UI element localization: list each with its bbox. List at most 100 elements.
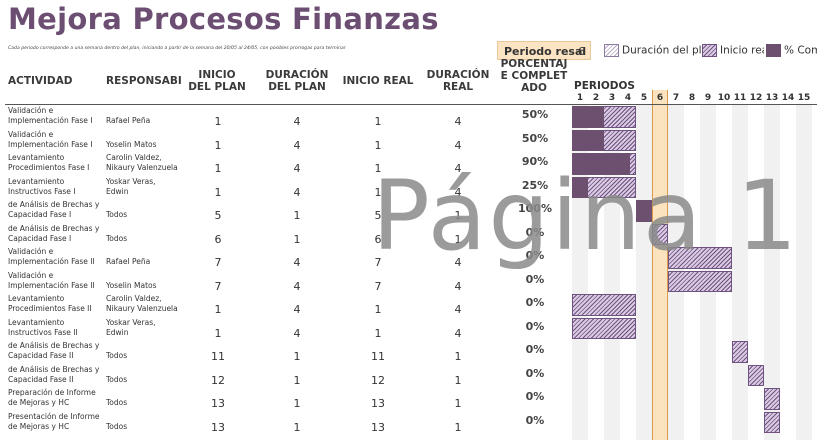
- duracion-plan-value: 1: [282, 233, 312, 246]
- period-number-15: 15: [796, 93, 812, 103]
- header-duracion-real: DURACIÓN REAL: [422, 69, 494, 93]
- plan-swatch-icon: [604, 44, 619, 57]
- inicio-plan-value: 1: [203, 303, 233, 316]
- inicio-plan-value: 12: [203, 374, 233, 387]
- period-number-9: 9: [700, 93, 716, 103]
- duracion-real-value: 1: [443, 374, 473, 387]
- inicio-plan-value: 1: [203, 327, 233, 340]
- activity-name: de Análisis de Brechas y Capacidad Fase …: [8, 365, 100, 385]
- percent-complete-value: 0%: [515, 320, 555, 333]
- real-bar: [764, 412, 780, 434]
- duracion-plan-value: 4: [282, 303, 312, 316]
- responsible-name: Yoselin Matos: [106, 281, 184, 291]
- responsible-name: Yoskar Veras, Edwin: [106, 177, 184, 197]
- inicio-plan-value: 1: [203, 186, 233, 199]
- activity-name: Levantamiento Procedimientos Fase I: [8, 153, 100, 173]
- duracion-real-value: 1: [443, 350, 473, 363]
- percent-bar: [572, 130, 604, 152]
- inicio-plan-value: 7: [203, 256, 233, 269]
- duracion-plan-value: 1: [282, 421, 312, 434]
- table-row[interactable]: Levantamiento Procedimientos Fase II Caro…: [0, 293, 817, 317]
- responsible-name: Todos: [106, 210, 184, 220]
- header-porcentaje: PORCENTAJE COMPLETADO: [498, 58, 570, 94]
- duracion-real-value: 4: [443, 303, 473, 316]
- duracion-plan-value: 4: [282, 280, 312, 293]
- period-number-7: 7: [668, 93, 684, 103]
- responsible-name: Rafael Peña: [106, 257, 184, 267]
- inicio-plan-value: 7: [203, 280, 233, 293]
- activity-name: Levantamiento Instructivos Fase I: [8, 177, 100, 197]
- duracion-plan-value: 4: [282, 256, 312, 269]
- period-highlight-value[interactable]: 6: [578, 45, 585, 58]
- table-row[interactable]: Presentación de Informe de Mejoras y HC T…: [0, 411, 817, 435]
- page-subtitle: Cada periodo corresponde a una semana de…: [8, 46, 346, 51]
- duracion-plan-value: 4: [282, 115, 312, 128]
- header-inicio-real: INICIO REAL: [340, 75, 416, 87]
- duracion-plan-value: 4: [282, 186, 312, 199]
- real-bar: [668, 271, 732, 293]
- inicio-plan-value: 11: [203, 350, 233, 363]
- page-title: Mejora Procesos Finanzas: [8, 2, 439, 36]
- inicio-real-value: 11: [363, 350, 393, 363]
- table-row[interactable]: Validación e Implementación Fase I Rafael…: [0, 105, 817, 129]
- table-row[interactable]: Validación e Implementación Fase II Yosel…: [0, 270, 817, 294]
- period-number-10: 10: [716, 93, 732, 103]
- table-row[interactable]: Validación e Implementación Fase I Yoseli…: [0, 129, 817, 153]
- real-bar: [572, 294, 636, 316]
- percent-complete-value: 0%: [515, 273, 555, 286]
- inicio-real-value: 13: [363, 397, 393, 410]
- activity-name: Presentación de Informe de Mejoras y HC: [8, 412, 100, 432]
- responsible-name: Yoselin Matos: [106, 140, 184, 150]
- period-number-12: 12: [748, 93, 764, 103]
- real-bar: [732, 341, 748, 363]
- table-row[interactable]: de Análisis de Brechas y Capacidad Fase …: [0, 340, 817, 364]
- legend-pct: % Completado: [766, 44, 817, 58]
- activity-name: Levantamiento Instructivos Fase II: [8, 318, 100, 338]
- duracion-real-value: 4: [443, 280, 473, 293]
- duracion-plan-value: 1: [282, 209, 312, 222]
- percent-complete-value: 50%: [515, 132, 555, 145]
- duracion-real-value: 1: [443, 421, 473, 434]
- duracion-real-value: 4: [443, 115, 473, 128]
- legend-pct-label: % Completado: [784, 45, 817, 57]
- pct-swatch-icon: [766, 44, 781, 57]
- header-responsable: RESPONSABI: [106, 75, 184, 87]
- responsible-name: Todos: [106, 375, 184, 385]
- inicio-plan-value: 5: [203, 209, 233, 222]
- legend-plan: Duración del plan: [604, 44, 715, 58]
- percent-complete-value: 0%: [515, 390, 555, 403]
- inicio-real-value: 1: [363, 303, 393, 316]
- activity-name: Validación e Implementación Fase I: [8, 106, 100, 126]
- header-inicio-plan: INICIO DEL PLAN: [186, 69, 248, 93]
- legend-real: Inicio real: [702, 44, 764, 58]
- inicio-plan-value: 6: [203, 233, 233, 246]
- period-number-1: 1: [572, 93, 588, 103]
- percent-complete-value: 0%: [515, 367, 555, 380]
- duracion-plan-value: 1: [282, 350, 312, 363]
- duracion-real-value: 4: [443, 327, 473, 340]
- inicio-plan-value: 13: [203, 397, 233, 410]
- percent-bar: [572, 106, 604, 128]
- responsible-name: Rafael Peña: [106, 116, 184, 126]
- page-watermark: Página 1: [372, 160, 799, 272]
- header-duracion-plan: DURACIÓN DEL PLAN: [264, 69, 330, 93]
- activity-name: Levantamiento Procedimientos Fase II: [8, 294, 100, 314]
- responsible-name: Todos: [106, 422, 184, 432]
- legend-plan-label: Duración del plan: [622, 45, 715, 57]
- table-row[interactable]: Preparación de Informe de Mejoras y HC To…: [0, 387, 817, 411]
- inicio-plan-value: 1: [203, 162, 233, 175]
- activity-name: de Análisis de Brechas y Capacidad Fase …: [8, 341, 100, 361]
- table-row[interactable]: de Análisis de Brechas y Capacidad Fase …: [0, 364, 817, 388]
- period-number-3: 3: [604, 93, 620, 103]
- activity-name: de Análisis de Brechas y Capacidad Fase …: [8, 200, 100, 220]
- duracion-plan-value: 1: [282, 397, 312, 410]
- period-number-11: 11: [732, 93, 748, 103]
- real-bar: [572, 318, 636, 340]
- activity-name: Validación e Implementación Fase I: [8, 130, 100, 150]
- table-row[interactable]: Levantamiento Instructivos Fase II Yoskar…: [0, 317, 817, 341]
- responsible-name: Todos: [106, 234, 184, 244]
- inicio-real-value: 1: [363, 327, 393, 340]
- inicio-real-value: 1: [363, 139, 393, 152]
- responsible-name: Todos: [106, 351, 184, 361]
- inicio-plan-value: 1: [203, 115, 233, 128]
